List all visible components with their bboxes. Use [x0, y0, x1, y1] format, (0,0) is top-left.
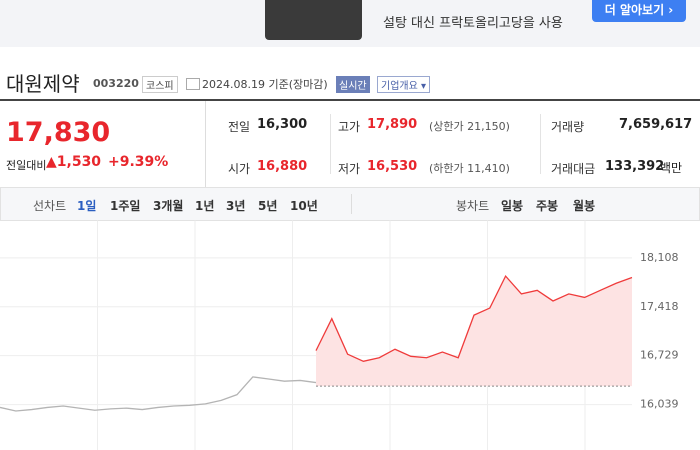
change-label: 전일대비	[6, 159, 47, 172]
basis-text: 기준(장마감)	[268, 78, 328, 91]
stock-name: 대원제약	[6, 72, 80, 96]
tab-label: 봉차트	[456, 199, 490, 213]
price-chart: 18,108 17,418 16,729 16,039	[0, 220, 700, 450]
stat-value: 133,392	[605, 159, 665, 174]
price-line	[315, 274, 633, 362]
tab[interactable]: 5년	[258, 199, 278, 213]
tab[interactable]: 3년	[226, 199, 246, 213]
tab[interactable]: 10년	[290, 199, 318, 213]
y-tick-label: 16,729	[640, 349, 679, 362]
price-line	[0, 376, 317, 412]
stat-value: 17,890	[367, 117, 418, 132]
tab[interactable]: 주봉	[536, 199, 559, 213]
separator	[330, 114, 331, 174]
stat-label: 전일	[228, 120, 251, 134]
divider	[0, 99, 700, 101]
tab-label: 선차트	[33, 199, 67, 213]
calendar-icon	[186, 78, 200, 90]
stat-label: 거래량	[551, 120, 585, 134]
price-box: 17,830 전일대비 ▲1,530 +9.39%	[0, 101, 206, 187]
tab[interactable]: 1일	[77, 199, 97, 213]
stat-note: (상한가 21,150)	[429, 120, 510, 133]
stat-label: 고가	[338, 120, 361, 134]
date: 2024.08.19 기준(장마감)	[202, 76, 328, 92]
y-tick-label: 16,039	[640, 398, 679, 411]
ad-button-text[interactable]: 더 알아보기	[604, 3, 665, 17]
stat-value: 7,659,617	[619, 117, 693, 132]
ad-button[interactable]: 더 알아보기 ›	[592, 0, 686, 22]
separator	[351, 194, 352, 214]
ad-image	[265, 0, 362, 40]
stat-unit: 백만	[660, 161, 683, 175]
stat-value: 16,530	[367, 159, 418, 174]
tab[interactable]: 일봉	[501, 199, 524, 213]
y-tick-label: 17,418	[640, 300, 679, 313]
stat-label: 시가	[228, 162, 251, 176]
company-button[interactable]: 기업개요 ▾	[377, 76, 431, 93]
stock-code: 003220	[93, 77, 139, 90]
date-text: 2024.08.19	[202, 78, 265, 91]
stat-note: (하한가 11,410)	[429, 162, 510, 175]
area	[316, 276, 632, 387]
stat-label: 거래대금	[551, 162, 596, 176]
change-rate: +9.39%	[108, 154, 169, 170]
tab-bar	[0, 187, 700, 221]
y-tick-label: 18,108	[640, 251, 679, 264]
price: 17,830	[6, 117, 111, 148]
company-text[interactable]: 기업개요	[381, 81, 418, 92]
stat-label: 저가	[338, 162, 361, 176]
separator	[540, 114, 541, 174]
tab[interactable]: 1주일	[110, 199, 141, 213]
market-badge: 코스피	[142, 76, 178, 93]
tab[interactable]: 3개월	[153, 199, 184, 213]
ad-headline: 설탕 대신 프락토올리고당을 사용	[383, 16, 563, 31]
tab[interactable]: 1년	[195, 199, 215, 213]
realtime-badge[interactable]: 실시간	[336, 76, 370, 93]
ad-banner: 설탕 대신 프락토올리고당을 사용 더 알아보기 ›	[0, 0, 700, 47]
stat-value: 16,300	[257, 117, 308, 132]
change: ▲1,530	[46, 154, 102, 170]
stat-value: 16,880	[257, 159, 308, 174]
tab[interactable]: 월봉	[573, 199, 596, 213]
